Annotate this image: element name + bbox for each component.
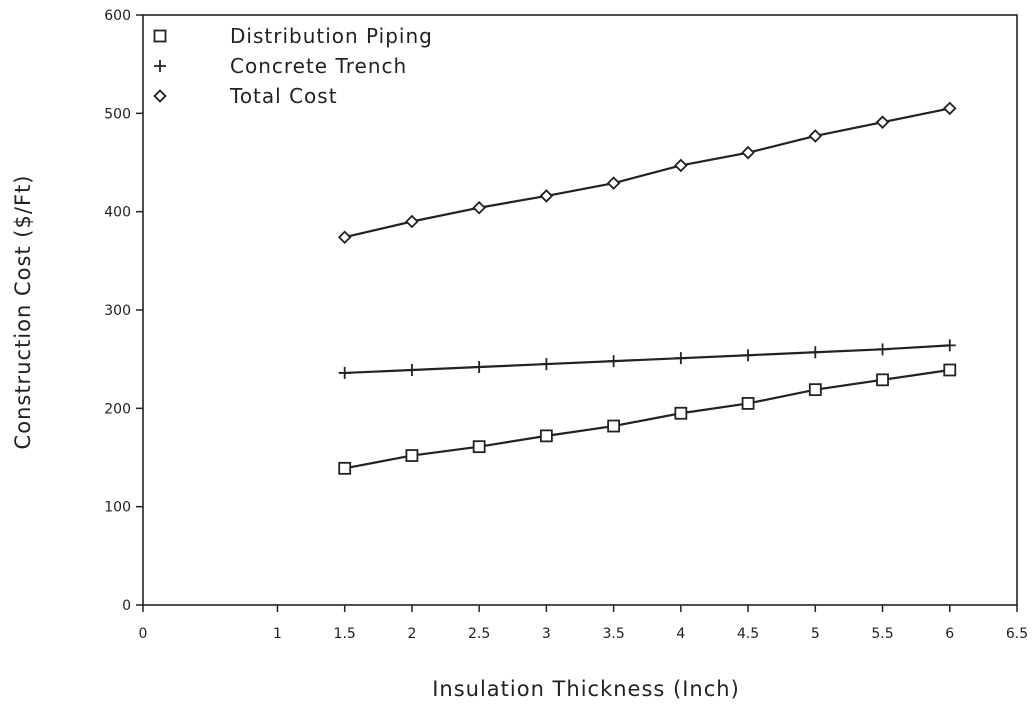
series-concrete-trench xyxy=(338,339,956,379)
legend-marker-1 xyxy=(154,60,166,72)
legend-marker-0 xyxy=(153,29,167,43)
legend-label-0: Distribution Piping xyxy=(230,24,433,48)
data-point-s2-5 xyxy=(674,158,688,173)
x-tick-label-10: 5.5 xyxy=(871,626,893,642)
legend-label-1: Concrete Trench xyxy=(230,54,407,78)
x-axis-title: Insulation Thickness (Inch) xyxy=(432,677,740,701)
x-tick-label-5: 3 xyxy=(542,626,551,642)
data-point-s1-8 xyxy=(876,343,889,356)
data-point-s0-6 xyxy=(741,397,755,410)
x-tick-label-0: 0 xyxy=(139,626,148,642)
data-point-s2-9 xyxy=(942,101,957,116)
data-point-s0-9 xyxy=(943,363,957,377)
y-tick-label-0: 0 xyxy=(122,598,131,614)
data-point-s1-9 xyxy=(943,339,956,352)
data-point-s1-3 xyxy=(540,358,553,371)
y-axis-title: Construction Cost ($/Ft) xyxy=(11,175,35,450)
x-tick-label-4: 2.5 xyxy=(468,626,490,642)
legend-label-2: Total Cost xyxy=(229,84,338,108)
x-tick-label-9: 5 xyxy=(811,626,820,642)
data-point-s0-1 xyxy=(405,449,419,462)
x-tick-label-8: 4.5 xyxy=(737,626,759,642)
series-total-cost xyxy=(337,101,957,245)
x-tick-label-12: 6.5 xyxy=(1006,626,1028,642)
y-tick-label-2: 200 xyxy=(104,401,131,417)
x-tick-label-11: 6 xyxy=(945,626,954,642)
x-tick-label-6: 3.5 xyxy=(602,626,624,642)
data-point-s2-1 xyxy=(405,214,419,229)
data-point-s1-5 xyxy=(674,352,687,365)
data-point-s2-4 xyxy=(606,176,621,190)
data-point-s0-2 xyxy=(472,440,486,454)
data-point-s1-4 xyxy=(607,355,620,368)
y-tick-label-6: 600 xyxy=(104,8,131,24)
data-point-s0-5 xyxy=(674,406,688,420)
series-line-0 xyxy=(344,368,950,470)
data-point-s0-3 xyxy=(539,429,553,443)
data-point-s1-6 xyxy=(742,349,755,362)
y-tick-label-4: 400 xyxy=(104,205,131,221)
data-point-s2-6 xyxy=(741,145,755,160)
series-line-2 xyxy=(344,107,950,239)
data-point-s1-0 xyxy=(338,366,351,379)
data-point-s0-7 xyxy=(808,383,822,397)
y-tick-label-1: 100 xyxy=(104,500,131,516)
series-line-1 xyxy=(344,344,950,375)
data-point-s0-0 xyxy=(338,461,352,475)
data-point-s2-8 xyxy=(875,115,890,129)
data-point-s2-0 xyxy=(337,230,352,245)
y-tick-label-3: 300 xyxy=(104,303,131,319)
data-point-s0-8 xyxy=(876,373,889,387)
data-point-s1-2 xyxy=(473,361,486,374)
x-tick-label-2: 1.5 xyxy=(334,626,356,642)
x-tick-label-7: 4 xyxy=(676,626,685,642)
data-point-s0-4 xyxy=(607,419,621,433)
data-point-s1-7 xyxy=(809,346,822,359)
legend-marker-2 xyxy=(153,89,167,103)
data-point-s2-7 xyxy=(808,129,823,143)
x-tick-label-3: 2 xyxy=(407,626,416,642)
series-distribution-piping xyxy=(338,363,957,475)
data-point-s2-3 xyxy=(539,189,554,203)
x-tick-label-1: 1 xyxy=(273,626,282,642)
data-point-s2-2 xyxy=(472,200,486,215)
data-point-s1-1 xyxy=(405,363,418,376)
y-tick-label-5: 500 xyxy=(104,106,131,122)
